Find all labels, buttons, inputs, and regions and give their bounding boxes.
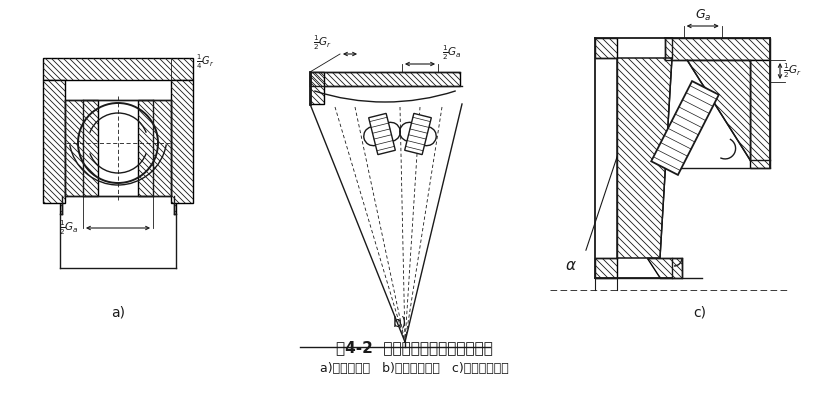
Polygon shape <box>749 60 769 168</box>
Text: b): b) <box>392 315 407 329</box>
Polygon shape <box>174 198 176 214</box>
Text: $\frac{1}{4}G_r$: $\frac{1}{4}G_r$ <box>195 53 214 71</box>
Text: $\frac{1}{2}G_a$: $\frac{1}{2}G_a$ <box>59 219 79 237</box>
Polygon shape <box>60 198 62 214</box>
PathPatch shape <box>65 100 98 196</box>
Text: $\frac{1}{2}G_a$: $\frac{1}{2}G_a$ <box>441 44 461 62</box>
Polygon shape <box>43 58 193 80</box>
Polygon shape <box>65 100 98 196</box>
Text: a)深沟球轴承   b)调心滚子轴承   c)圆锥滚子轴承: a)深沟球轴承 b)调心滚子轴承 c)圆锥滚子轴承 <box>320 362 508 375</box>
Polygon shape <box>595 38 616 58</box>
PathPatch shape <box>686 60 749 160</box>
PathPatch shape <box>595 258 616 278</box>
Polygon shape <box>171 80 193 203</box>
Polygon shape <box>310 72 460 86</box>
Polygon shape <box>595 258 616 278</box>
PathPatch shape <box>43 80 65 203</box>
Polygon shape <box>616 58 672 258</box>
Text: $\frac{1}{2}G_r$: $\frac{1}{2}G_r$ <box>312 33 331 52</box>
Polygon shape <box>664 38 769 60</box>
Polygon shape <box>404 113 431 155</box>
PathPatch shape <box>174 198 176 214</box>
PathPatch shape <box>43 58 193 80</box>
Text: c): c) <box>693 305 705 319</box>
PathPatch shape <box>749 60 769 168</box>
Polygon shape <box>651 81 718 175</box>
PathPatch shape <box>664 38 769 60</box>
Polygon shape <box>43 80 65 203</box>
PathPatch shape <box>137 100 171 196</box>
PathPatch shape <box>616 58 672 258</box>
PathPatch shape <box>595 38 616 58</box>
Text: $\alpha$: $\alpha$ <box>565 258 576 273</box>
Text: 图4-2  径向游隙与轴向游隙的关系: 图4-2 径向游隙与轴向游隙的关系 <box>335 340 492 355</box>
PathPatch shape <box>310 72 324 104</box>
Text: a): a) <box>111 305 125 319</box>
Polygon shape <box>368 113 395 155</box>
PathPatch shape <box>171 80 193 203</box>
PathPatch shape <box>60 198 62 214</box>
Polygon shape <box>310 72 324 104</box>
Polygon shape <box>137 100 171 196</box>
Polygon shape <box>646 258 681 278</box>
PathPatch shape <box>310 72 460 86</box>
Text: $G_a$: $G_a$ <box>694 8 710 23</box>
Text: $\frac{1}{2}G_r$: $\frac{1}{2}G_r$ <box>782 62 802 80</box>
PathPatch shape <box>646 258 681 278</box>
Polygon shape <box>686 60 749 160</box>
